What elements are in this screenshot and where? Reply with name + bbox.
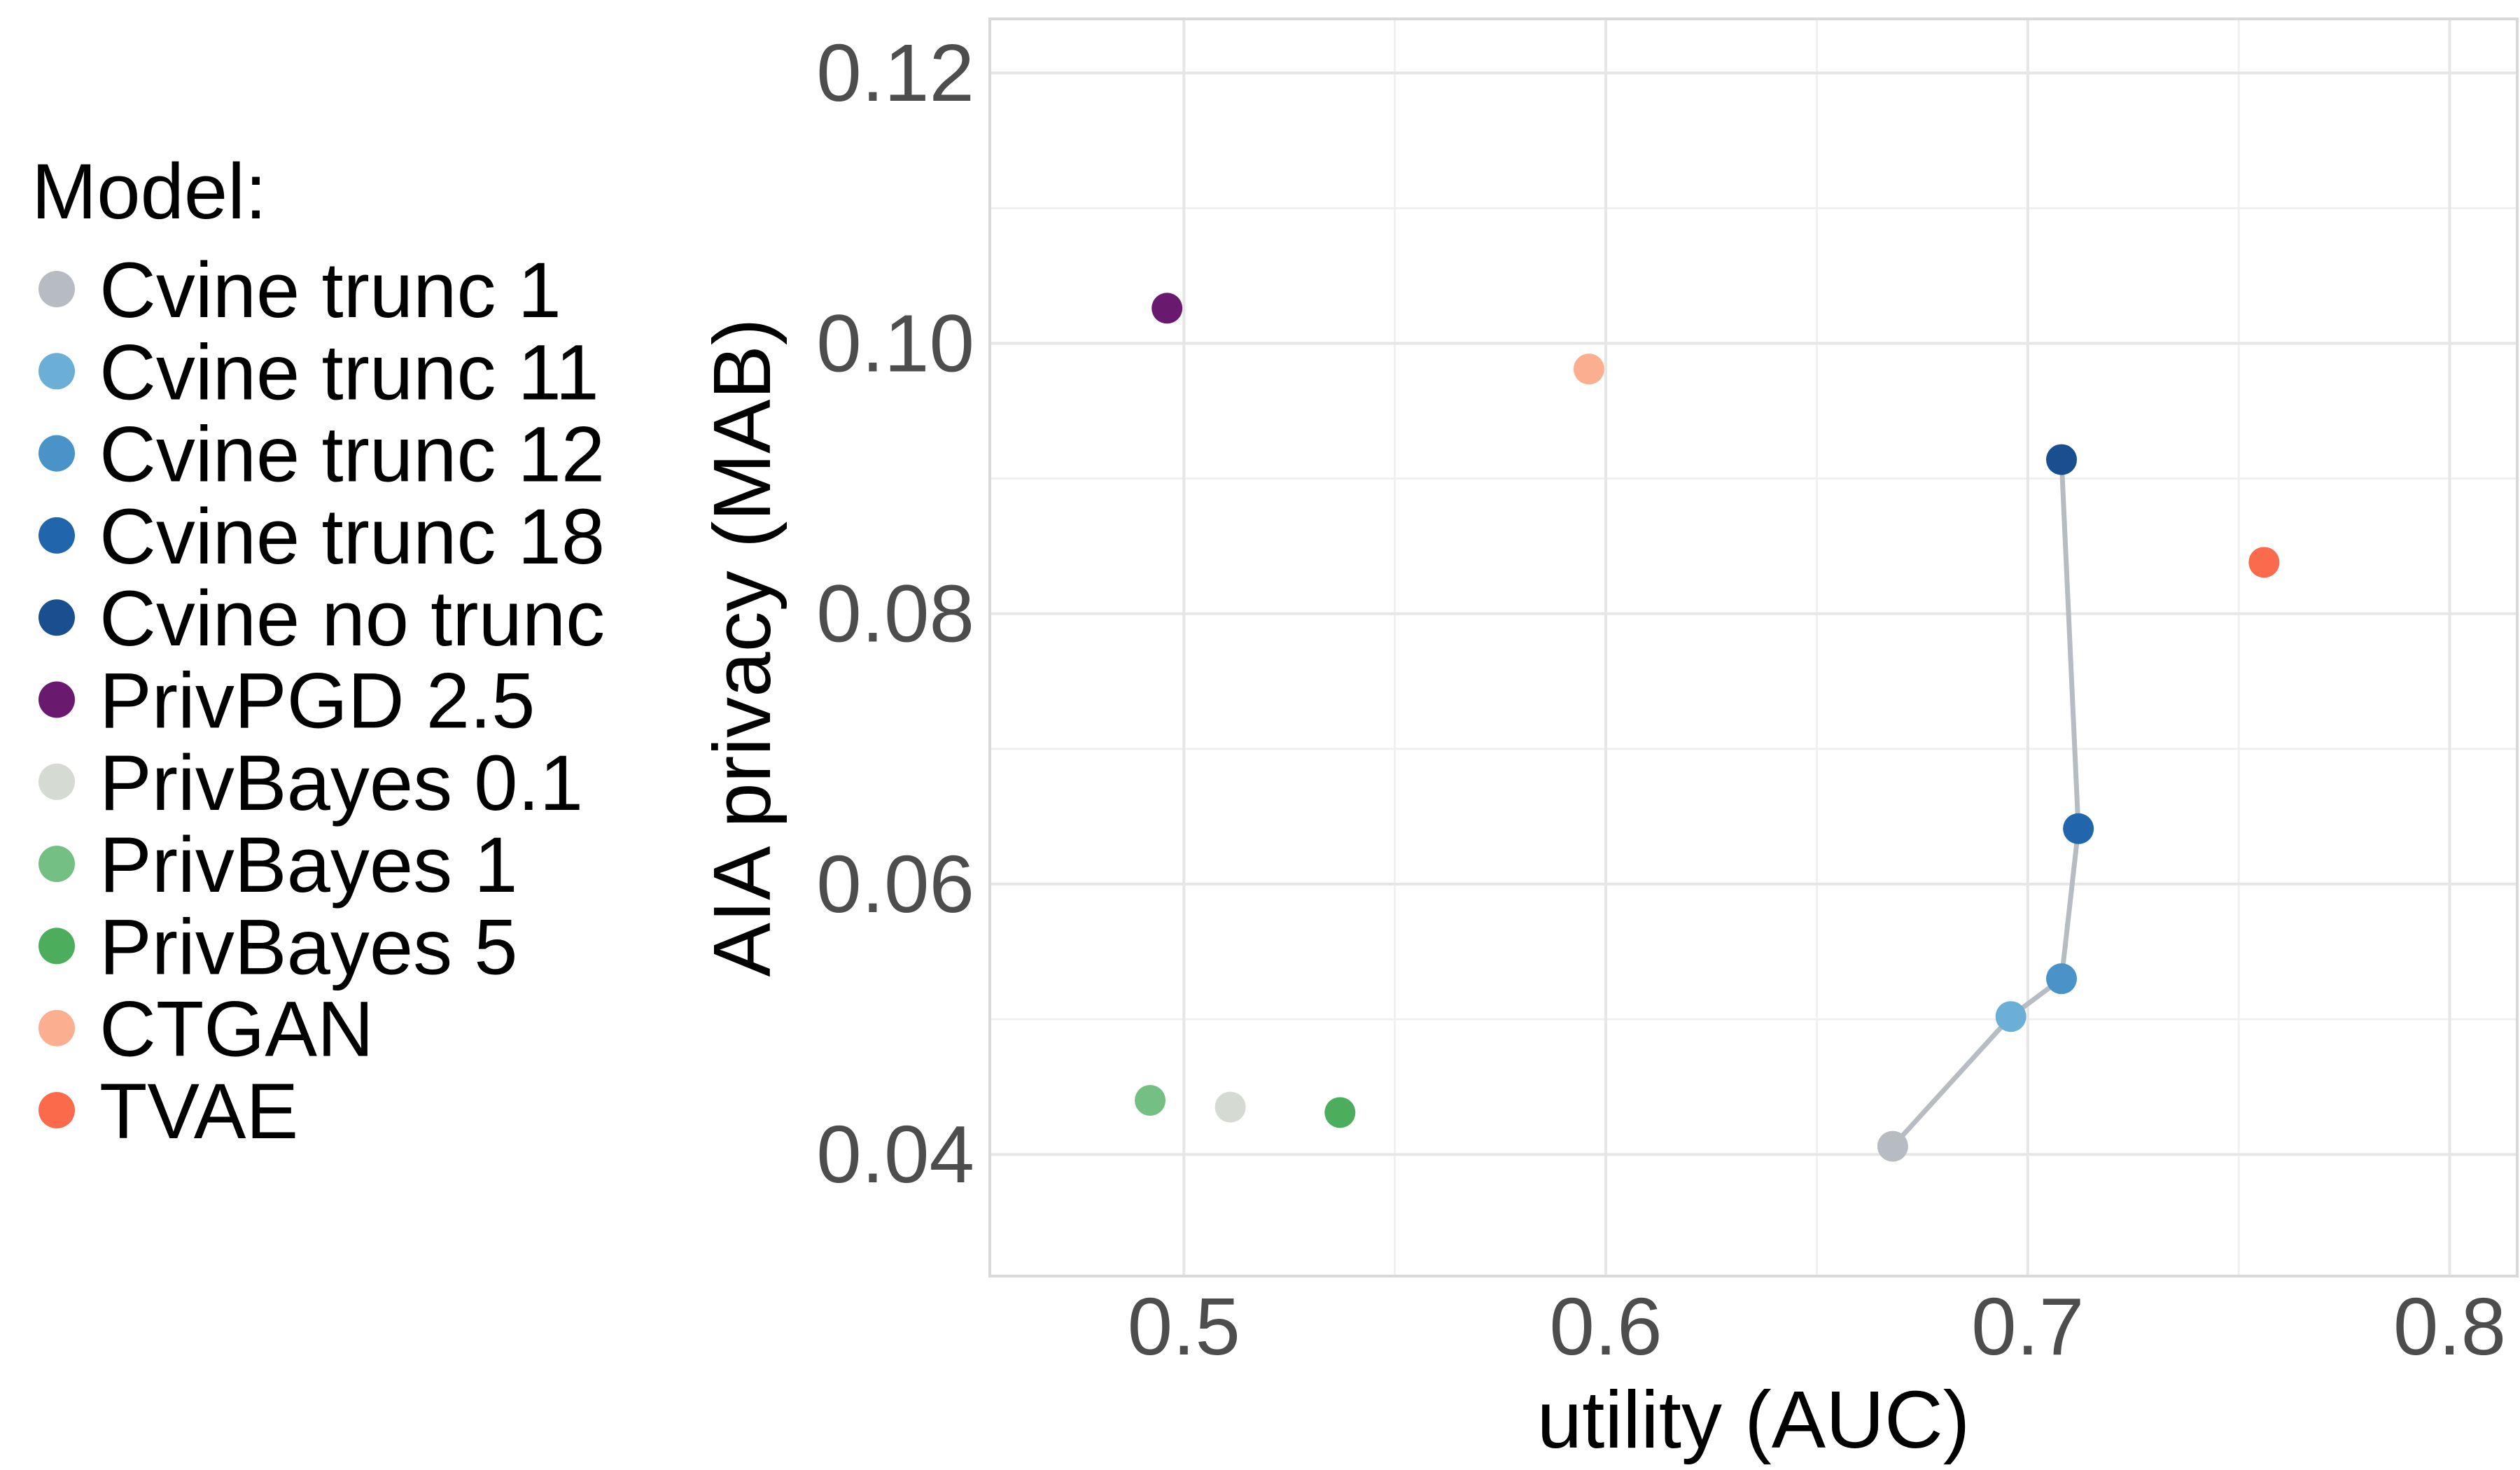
- grid-major: [990, 19, 2517, 1276]
- data-point: [1135, 1084, 1166, 1116]
- legend-label: PrivBayes 1: [99, 821, 518, 909]
- y-tick-label: 0.04: [816, 1109, 974, 1200]
- plot-background: [990, 19, 2517, 1276]
- data-point: [2248, 547, 2280, 578]
- y-axis-title: AIA privacy (MAB): [696, 318, 788, 976]
- y-tick-label: 0.12: [816, 27, 974, 118]
- legend-label: Cvine trunc 12: [99, 411, 605, 498]
- data-point: [1995, 1001, 2026, 1032]
- legend-label: Cvine trunc 11: [99, 328, 599, 416]
- plot-border: [988, 18, 2519, 1278]
- legend-title: Model:: [31, 148, 267, 235]
- y-tick-label: 0.08: [816, 568, 974, 659]
- legend-label: Cvine trunc 18: [99, 493, 605, 580]
- legend-label: Cvine trunc 1: [99, 246, 561, 334]
- legend-label: PrivBayes 0.1: [99, 739, 583, 827]
- legend-label: PrivPGD 2.5: [99, 657, 535, 745]
- legend-swatch: [38, 846, 75, 883]
- legend-swatch: [38, 435, 75, 472]
- legend-swatch: [38, 271, 75, 307]
- data-point: [1324, 1097, 1356, 1128]
- y-tick-label: 0.10: [816, 298, 974, 388]
- data-point: [2046, 963, 2078, 995]
- data-point: [1877, 1130, 1908, 1162]
- plot-area: [988, 18, 2519, 1278]
- data-points: [1135, 293, 2280, 1162]
- data-point: [1573, 354, 1604, 385]
- legend-swatch: [38, 353, 75, 390]
- legend-swatch: [38, 681, 75, 718]
- legend-label: Cvine no trunc: [99, 575, 605, 662]
- legend-swatch: [38, 517, 75, 554]
- legend-swatch: [38, 1009, 75, 1046]
- x-tick-label: 0.8: [2393, 1281, 2506, 1372]
- legend-label: PrivBayes 5: [99, 903, 518, 990]
- legend-label: TVAE: [99, 1068, 298, 1155]
- legend-swatch: [38, 763, 75, 800]
- x-tick-label: 0.7: [1971, 1281, 2084, 1372]
- legend-swatch: [38, 1092, 75, 1128]
- legend-label: CTGAN: [99, 986, 374, 1073]
- y-tick-label: 0.06: [816, 839, 974, 930]
- data-point: [1152, 293, 1183, 324]
- legend-swatch: [38, 599, 75, 636]
- grid-minor: [990, 19, 2517, 1276]
- x-tick-labels: 0.5 0.6 0.7 0.8: [1128, 1281, 2507, 1372]
- x-tick-label: 0.6: [1549, 1281, 1662, 1372]
- data-point: [1214, 1091, 1246, 1123]
- data-point: [2046, 444, 2078, 475]
- data-point: [2063, 813, 2094, 844]
- x-tick-label: 0.5: [1128, 1281, 1240, 1372]
- y-tick-labels: 0.04 0.06 0.08 0.10 0.12: [816, 27, 974, 1200]
- legend-swatch: [38, 927, 75, 965]
- x-axis-title: utility (AUC): [1537, 1374, 1970, 1465]
